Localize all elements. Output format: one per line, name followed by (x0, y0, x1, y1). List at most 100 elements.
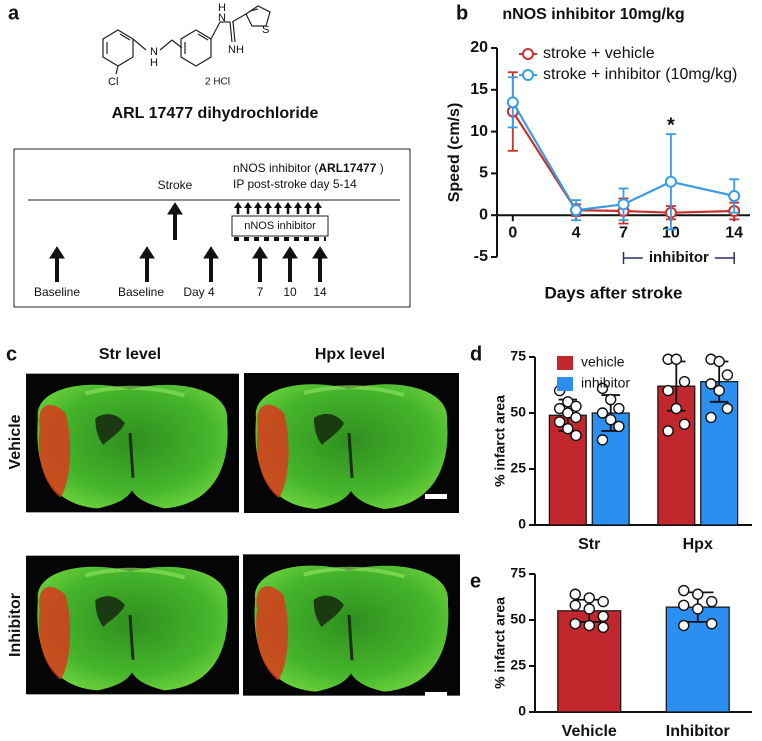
data-point (692, 603, 704, 615)
panel-label: a (8, 2, 20, 24)
y-tick-label: 0 (518, 516, 526, 532)
timeline-label: Baseline (34, 285, 80, 299)
data-point (678, 619, 690, 632)
x-tick-label: 14 (725, 224, 743, 241)
data-point (570, 400, 582, 412)
chart-title: nNOS inhibitor 10mg/kg (502, 6, 684, 23)
data-point (562, 422, 574, 435)
treatment-box (231, 215, 329, 237)
data-point (706, 617, 718, 630)
point (617, 198, 630, 211)
atom: N (218, 12, 226, 24)
y-tick-label: 75 (510, 348, 526, 364)
data-point (705, 411, 717, 424)
legend-label: stroke + inhibitor (10mg/kg) (543, 66, 737, 83)
y-axis-label: Speed (cm/s) (446, 103, 463, 203)
data-point (705, 378, 717, 390)
row-label: Inhibitor (7, 593, 24, 657)
legend-label: vehicle (581, 354, 625, 370)
x-tick-label: Str (578, 536, 600, 553)
point (728, 189, 741, 202)
header-text: ) (376, 161, 383, 175)
data-point (597, 621, 609, 634)
brain-image (243, 554, 460, 695)
data-point (596, 434, 609, 446)
x-tick-label: 7 (619, 224, 628, 241)
x-tick-label: 4 (572, 224, 581, 241)
timeline-header: nNOS inhibitor (ARL17477 ) (233, 161, 384, 175)
y-axis-label: % infarct area (492, 597, 508, 689)
panel-label: e (470, 570, 481, 592)
y-tick-label: 25 (510, 657, 526, 673)
timeline-label: Day 4 (183, 285, 215, 299)
legend-marker (522, 69, 534, 81)
y-tick-label: 50 (510, 404, 526, 420)
data-point (662, 425, 674, 437)
legend-label: stroke + vehicle (543, 45, 655, 62)
bracket-label-bg (642, 249, 715, 267)
column-label: Hpx level (315, 346, 385, 363)
header-bold: ARL17477 (318, 161, 376, 175)
point (664, 175, 677, 188)
y-tick-label: 0 (479, 206, 488, 223)
data-point (569, 617, 581, 630)
data-point (670, 353, 683, 365)
data-point (570, 429, 582, 442)
data-point (678, 584, 690, 597)
legend-swatch (557, 377, 573, 391)
timeline-label: Baseline (118, 285, 164, 299)
scale-bar (425, 494, 447, 499)
atom: NH (228, 44, 244, 56)
bracket-label: inhibitor (649, 249, 709, 266)
x-tick-label: 0 (508, 224, 517, 241)
panel-label: d (470, 343, 482, 365)
y-tick-label: 5 (479, 165, 488, 182)
data-point (570, 411, 582, 424)
y-tick-label: 0 (518, 703, 526, 719)
timeline-label: 14 (313, 285, 327, 299)
brain-image (26, 373, 239, 513)
x-tick-label: Hpx (683, 536, 713, 553)
data-point (596, 382, 609, 395)
y-tick-label: 50 (510, 611, 526, 627)
y-tick-label: 10 (470, 123, 488, 140)
data-point (613, 402, 625, 415)
y-tick-label: 15 (470, 81, 488, 98)
salt: 2 HCl (205, 77, 230, 88)
structure (102, 5, 271, 75)
y-axis-label: % infarct area (492, 395, 508, 487)
x-axis-label: Days after stroke (545, 283, 683, 302)
row-label: Vehicle (7, 414, 24, 469)
atom: H (150, 57, 158, 69)
data-point (613, 420, 625, 433)
scale-bar (425, 692, 447, 697)
bar (665, 606, 730, 713)
data-point (662, 384, 674, 397)
data-point (670, 402, 683, 415)
atom: Cl (108, 76, 118, 88)
x-tick-label: Vehicle (562, 723, 617, 736)
data-point (596, 407, 609, 419)
y-tick-label: -5 (474, 248, 488, 265)
y-tick-label: 20 (470, 39, 488, 56)
point (506, 96, 519, 109)
timeline-header: IP post-stroke day 5-14 (233, 177, 357, 191)
data-point (583, 592, 595, 604)
header-text: nNOS inhibitor ( (233, 161, 318, 175)
y-tick-label: 25 (510, 460, 526, 476)
legend-label: inhibitor (581, 375, 630, 391)
data-point (721, 402, 734, 415)
data-point (604, 393, 617, 406)
data-point (692, 588, 704, 600)
compound-name: ARL 17477 dihydrochloride (112, 105, 319, 122)
data-point (678, 599, 690, 611)
atom: N (150, 46, 158, 58)
x-tick-label: Inhibitor (666, 723, 730, 736)
data-point (583, 619, 595, 632)
data-point (583, 603, 595, 615)
y-tick-label: 75 (510, 565, 526, 581)
stroke-label: Stroke (158, 178, 193, 192)
timeline-label: 7 (257, 285, 264, 299)
atom: S (262, 24, 269, 36)
brain-image (244, 373, 459, 513)
